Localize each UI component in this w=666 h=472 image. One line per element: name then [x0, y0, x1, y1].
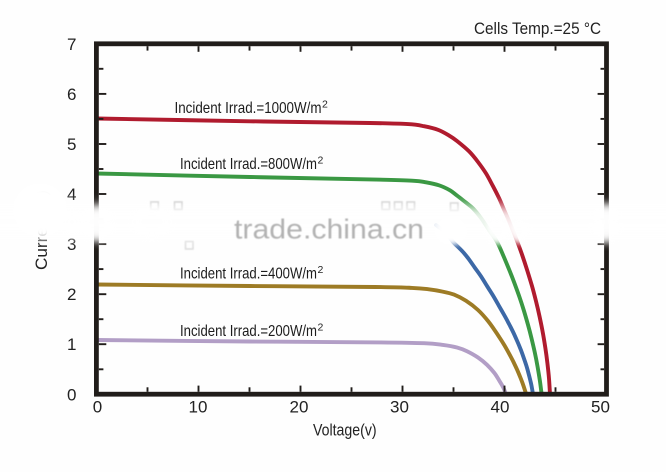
svg-text:Incident Irrad.=400W/m: Incident Irrad.=400W/m [180, 266, 317, 283]
svg-text:0: 0 [67, 385, 76, 404]
svg-text:Incident Irrad.=800W/m: Incident Irrad.=800W/m [180, 156, 317, 173]
svg-text:0: 0 [93, 398, 102, 417]
svg-text:50: 50 [591, 398, 610, 417]
svg-text:2: 2 [67, 285, 76, 304]
svg-text:30: 30 [390, 398, 409, 417]
svg-text:Incident Irrad.=200W/m: Incident Irrad.=200W/m [180, 323, 317, 340]
svg-text:trade.china.cn: trade.china.cn [234, 214, 424, 245]
svg-text:2: 2 [322, 99, 328, 111]
svg-text:10: 10 [189, 398, 208, 417]
svg-text:Voltage(v): Voltage(v) [313, 421, 377, 440]
svg-text:7: 7 [67, 35, 76, 54]
svg-text:2: 2 [318, 264, 324, 276]
svg-text:2: 2 [318, 155, 324, 167]
svg-text:4: 4 [67, 185, 76, 204]
svg-text:6: 6 [67, 85, 76, 104]
svg-text:1: 1 [67, 335, 76, 354]
svg-text:3: 3 [67, 235, 76, 254]
svg-text:2: 2 [318, 322, 324, 334]
svg-text:Incident Irrad.=1000W/m: Incident Irrad.=1000W/m [175, 100, 322, 117]
svg-text:20: 20 [290, 398, 309, 417]
svg-text:Cells Temp.=25 °C: Cells Temp.=25 °C [474, 19, 601, 38]
svg-text:5: 5 [67, 135, 76, 154]
svg-text:40: 40 [491, 398, 510, 417]
